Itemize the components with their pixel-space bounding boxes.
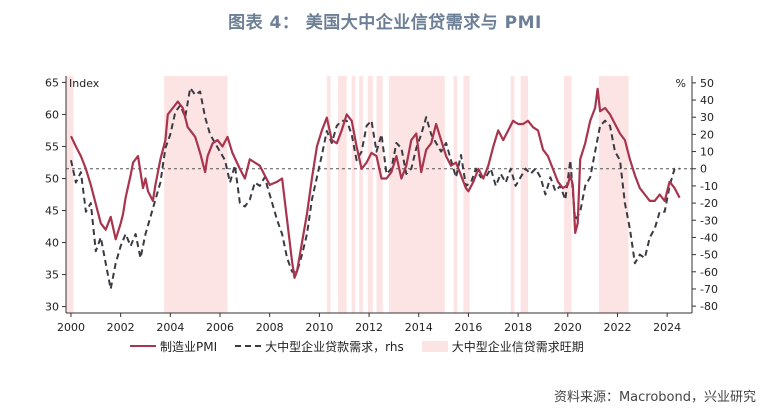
left-tick-label-45: 45	[45, 205, 59, 218]
series-lines	[70, 87, 681, 290]
right-tick-label-10: 10	[700, 146, 714, 159]
legend-item-pmi: 制造业PMI	[130, 338, 217, 355]
x-tick-label-2010: 2010	[305, 321, 333, 334]
shaded-period-4	[351, 76, 356, 313]
shaded-period-0	[66, 76, 74, 313]
right-tick-label--80: -80	[700, 300, 718, 313]
shaded-period-5	[359, 76, 363, 313]
x-tick-label-2006: 2006	[206, 321, 234, 334]
axes	[62, 76, 696, 317]
x-tick-label-2024: 2024	[653, 321, 681, 334]
left-tick-label-40: 40	[45, 237, 59, 250]
right-tick-label--40: -40	[700, 231, 718, 244]
x-tick-label-2012: 2012	[355, 321, 383, 334]
left-tick-label-30: 30	[45, 301, 59, 314]
series-line-pmi	[70, 87, 681, 279]
shaded-period-12	[520, 76, 529, 313]
legend-label-loan-demand: 大中型企业贷款需求，rhs	[265, 339, 404, 354]
right-tick-label--20: -20	[700, 197, 718, 210]
legend: 制造业PMI 大中型企业贷款需求，rhs 大中型企业信贷需求旺期	[130, 336, 690, 356]
x-tick-label-2004: 2004	[156, 321, 184, 334]
right-tick-label--30: -30	[700, 214, 718, 227]
right-tick-label--10: -10	[700, 180, 718, 193]
x-tick-label-2018: 2018	[504, 321, 532, 334]
x-tick-label-2014: 2014	[405, 321, 433, 334]
shaded-period-8	[388, 76, 445, 313]
right-tick-label-50: 50	[700, 77, 714, 90]
x-tick-label-2000: 2000	[57, 321, 85, 334]
legend-swatch-loan-demand	[235, 345, 262, 347]
right-tick-label-20: 20	[700, 128, 714, 141]
left-tick-label-55: 55	[45, 140, 59, 153]
source-note: 资料来源：Macrobond，兴业研究	[553, 390, 756, 405]
tick-labels: 30 35 40 45 50 55 60 65 -80 -70 -60 -50 -40 -30 -20 -10…	[45, 76, 718, 334]
chart-title: 图表 4： 美国大中企业信贷需求与 PMI	[228, 13, 542, 33]
shaded-period-7	[376, 76, 383, 313]
left-tick-label-35: 35	[45, 269, 59, 282]
left-tick-label-65: 65	[45, 76, 59, 89]
shaded-period-1	[164, 76, 228, 313]
x-tick-label-2002: 2002	[107, 321, 135, 334]
shaded-period-9	[453, 76, 458, 313]
x-tick-label-2008: 2008	[256, 321, 284, 334]
series-line-loan-demand	[70, 87, 680, 290]
legend-item-strong-demand: 大中型企业信贷需求旺期	[421, 338, 584, 355]
shaded-period-13	[564, 76, 572, 313]
right-tick-label--60: -60	[700, 266, 718, 279]
right-tick-label--70: -70	[700, 283, 718, 296]
shaded-period-11	[510, 76, 515, 313]
right-tick-label-40: 40	[700, 94, 714, 107]
left-tick-label-60: 60	[45, 108, 59, 121]
left-tick-label-50: 50	[45, 172, 59, 185]
right-axis-unit: %	[676, 77, 686, 90]
right-tick-label--50: -50	[700, 249, 718, 262]
legend-label-pmi: 制造业PMI	[160, 339, 218, 354]
x-tick-label-2022: 2022	[603, 321, 631, 334]
shaded-period-10	[463, 76, 470, 313]
legend-item-loan-demand: 大中型企业贷款需求，rhs	[235, 338, 404, 355]
legend-label-strong-demand: 大中型企业信贷需求旺期	[451, 339, 584, 354]
x-tick-label-2020: 2020	[554, 321, 582, 334]
shaded-period-6	[367, 76, 373, 313]
shaded-period-2	[326, 76, 331, 313]
right-tick-label-0: 0	[700, 163, 707, 176]
right-tick-label-30: 30	[700, 111, 714, 124]
legend-swatch-strong-demand	[421, 340, 448, 352]
x-tick-label-2016: 2016	[454, 321, 482, 334]
shaded-period-3	[338, 76, 347, 313]
left-axis-unit: Index	[69, 77, 100, 90]
legend-swatch-pmi	[130, 345, 156, 347]
